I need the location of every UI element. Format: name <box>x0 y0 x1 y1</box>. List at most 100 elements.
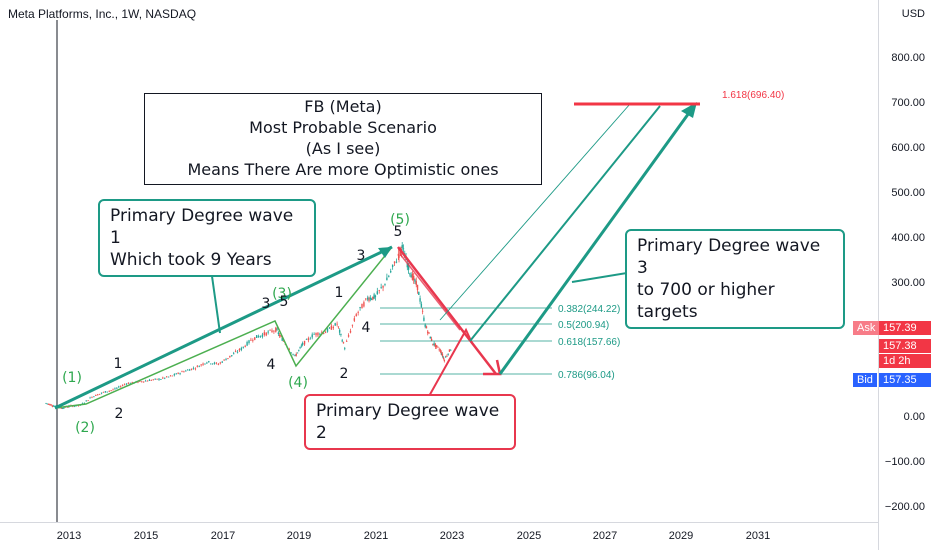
candle-body <box>118 386 120 388</box>
candle-body <box>407 263 410 270</box>
candle-body <box>309 338 311 340</box>
wave-count-label: 5 <box>394 224 403 240</box>
candle-body <box>244 345 246 347</box>
last-price: 157.38 <box>879 339 931 353</box>
candle-body <box>324 332 327 334</box>
candle-body <box>273 330 275 332</box>
candle-body <box>276 329 278 331</box>
candle-body <box>217 364 220 366</box>
candle-body <box>45 403 47 404</box>
candle-body <box>296 352 299 354</box>
candle-body <box>242 346 244 348</box>
price-chart[interactable]: 0.382(244.22) 0.5(200.94) 0.618(157.66) 0.7… <box>0 0 878 550</box>
candle-body <box>369 297 371 300</box>
candle-body <box>259 335 262 337</box>
candle-body <box>148 379 151 381</box>
wave1-arrowhead <box>378 247 392 258</box>
y-tick: 800.00 <box>891 52 925 64</box>
candle-body <box>326 328 329 332</box>
candle-body <box>347 335 350 337</box>
candle-body <box>85 400 87 402</box>
candle-body <box>328 327 331 329</box>
wave1-callout: Primary Degree wave 1 Which took 9 Years <box>98 199 316 277</box>
wave-count-label: 4 <box>267 357 276 373</box>
candle-body <box>240 347 243 351</box>
wave-count-label: (2) <box>75 420 95 436</box>
wave2-callout-pointer <box>427 327 473 399</box>
candle-body <box>219 362 221 364</box>
candle-body <box>415 281 417 285</box>
candle-body <box>123 384 126 386</box>
candle-body <box>255 335 258 338</box>
x-tick: 2027 <box>592 530 618 542</box>
candle-body <box>424 324 426 327</box>
candle-body <box>108 390 110 392</box>
candle-body <box>67 406 69 408</box>
candle-body <box>373 294 375 299</box>
fib-level-label: 0.786(96.04) <box>558 370 615 381</box>
candle-body <box>181 371 183 373</box>
ask-label: Ask <box>853 321 880 335</box>
y-tick: 500.00 <box>891 187 925 199</box>
wave-count-label: 3 <box>357 248 366 264</box>
candle-body <box>229 355 231 358</box>
candle-body <box>438 349 440 351</box>
candle-body <box>280 335 282 337</box>
scenario-line-4: Means There Are more Optimistic ones <box>187 160 499 179</box>
time-axis[interactable]: 2013 2015 2017 2019 2021 2023 2025 2027 … <box>0 522 878 551</box>
candle-body <box>298 349 300 351</box>
candle-body <box>246 341 248 346</box>
candle-body <box>278 334 281 337</box>
candle-body <box>112 389 114 391</box>
candle-body <box>433 343 435 346</box>
candle-body <box>162 377 164 379</box>
candle-body <box>275 327 277 332</box>
candle-body <box>125 383 128 385</box>
bid-label: Bid <box>853 373 877 387</box>
candle-body <box>51 405 54 407</box>
sub-wave-arrow <box>399 253 461 331</box>
candle-body <box>129 382 131 384</box>
candle-body <box>410 275 412 278</box>
candle-body <box>367 297 369 300</box>
wave-count-label: 1 <box>335 285 344 301</box>
candle-body <box>434 343 437 348</box>
x-tick: 2023 <box>439 530 465 542</box>
candle-body <box>120 386 122 388</box>
candle-body <box>213 362 216 364</box>
candle-body <box>185 370 187 372</box>
candle-body <box>290 352 292 354</box>
candle-body <box>400 247 402 250</box>
candle-body <box>311 334 313 338</box>
candle-body <box>409 273 411 275</box>
candle-body <box>95 394 97 396</box>
bid-price: 157.35 <box>879 373 931 387</box>
candle-body <box>110 390 112 392</box>
candle-body <box>192 367 195 369</box>
candle-body <box>432 343 434 345</box>
candle-body <box>420 304 423 307</box>
candle-body <box>200 364 202 366</box>
candle-body <box>221 361 223 363</box>
scenario-textbox: FB (Meta) Most Probable Scenario (As I s… <box>144 93 542 185</box>
candle-body <box>257 336 260 338</box>
candle-body <box>282 340 285 342</box>
price-axis[interactable]: USD 800.00 700.00 600.00 500.00 400.00 3… <box>878 0 932 550</box>
candle-body <box>100 392 103 394</box>
wave-path <box>54 246 393 409</box>
candle-body <box>332 326 334 329</box>
candle-body <box>236 351 239 353</box>
candle-body <box>183 371 185 373</box>
y-tick: −200.00 <box>884 501 925 513</box>
candle-body <box>52 405 55 407</box>
wave3-main-arrow <box>498 105 696 375</box>
candle-body <box>425 326 428 329</box>
y-tick: 700.00 <box>891 97 925 109</box>
candle-body <box>194 368 197 370</box>
candle-body <box>384 284 386 285</box>
candle-body <box>198 366 200 368</box>
candle-body <box>267 331 269 333</box>
x-tick: 2019 <box>286 530 312 542</box>
candle-body <box>413 275 415 281</box>
y-tick: −100.00 <box>884 456 925 468</box>
